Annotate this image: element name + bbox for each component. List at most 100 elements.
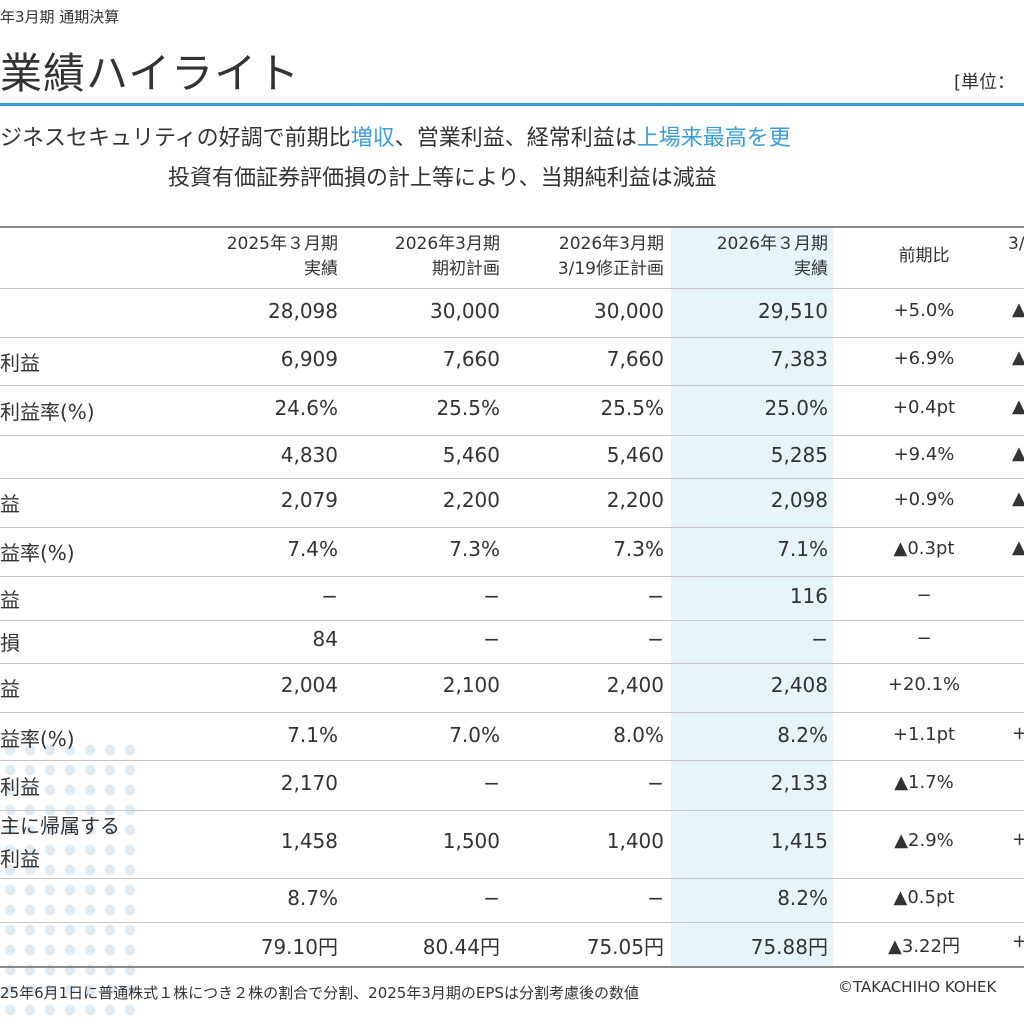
row-label: 益 — [0, 677, 20, 701]
table-cell: 1,400 — [606, 829, 664, 853]
column-header-5: 前期比 — [864, 244, 984, 269]
headline-line-2: 投資有価証券評価損の計上等により、当期純利益は減益 — [168, 166, 717, 191]
row-label-line2: 利益 — [0, 847, 40, 871]
table-cell: 2,400 — [606, 673, 664, 697]
table-cell: ▲ — [1012, 396, 1024, 417]
table-cell: − — [647, 627, 664, 651]
column-header-line2: 実績 — [794, 259, 828, 279]
table-cell: 5,460 — [606, 443, 664, 467]
table-cell: ▲0.3pt — [893, 538, 955, 559]
table-cell: 7.3% — [613, 537, 664, 561]
table-cell: 5,460 — [442, 443, 500, 467]
table-cell: +1.1pt — [892, 724, 956, 745]
table-cell: + — [1012, 829, 1024, 850]
table-cell: 2,200 — [606, 488, 664, 512]
table-cell: 25.5% — [436, 396, 500, 420]
table-cell: 2,100 — [442, 673, 500, 697]
table-cell: 28,098 — [268, 299, 338, 323]
table-cell: ▲3.22円 — [888, 936, 960, 957]
table-cell: 4,830 — [280, 443, 338, 467]
table-cell: 2,004 — [280, 673, 338, 697]
table-cell: − — [811, 627, 828, 651]
column-header-2: 2026年3月期 期初計画 — [395, 232, 500, 282]
column-header-line1: 3/ — [1008, 234, 1024, 254]
row-divider — [0, 527, 1024, 528]
highlight-column-current-actual — [671, 228, 833, 968]
table-cell: − — [916, 628, 932, 649]
row-label: 主に帰属する — [0, 814, 120, 838]
table-cell: − — [483, 886, 500, 910]
table-cell: ▲ — [1012, 488, 1024, 509]
table-cell: ▲1.7% — [894, 772, 954, 793]
headline-highlight-revenue: 増収 — [350, 126, 395, 151]
row-divider — [0, 760, 1024, 761]
row-label: 益 — [0, 588, 20, 612]
row-divider — [0, 478, 1024, 479]
table-cell: 75.88円 — [750, 935, 828, 959]
row-divider — [0, 712, 1024, 713]
row-divider — [0, 576, 1024, 577]
table-cell: 6,909 — [280, 347, 338, 371]
table-cell: − — [647, 886, 664, 910]
table-cell: ▲2.9% — [894, 830, 954, 851]
column-header-line1: 2026年３月期 — [716, 234, 828, 254]
table-cell: ▲ — [1012, 537, 1024, 558]
unit-label: [単位： — [954, 72, 1016, 93]
table-cell: 29,510 — [758, 299, 828, 323]
table-cell: 79.10円 — [260, 935, 338, 959]
column-header-line2: 3/19修正計画 — [557, 259, 664, 279]
table-cell: 8.0% — [613, 723, 664, 747]
table-cell: 75.05円 — [586, 935, 664, 959]
table-cell: 8.2% — [777, 886, 828, 910]
table-cell: +0.9% — [893, 489, 955, 510]
column-header-line2: 期初計画 — [432, 259, 500, 279]
table-cell: 7,660 — [442, 347, 500, 371]
row-divider — [0, 878, 1024, 879]
table-cell: − — [483, 627, 500, 651]
headline-part: 、営業利益、経常利益は — [394, 126, 637, 151]
column-header-line1: 2025年３月期 — [226, 234, 338, 254]
column-header-line1: 2026年3月期 — [558, 234, 664, 254]
column-header-1: 2025年３月期実績 — [227, 232, 338, 282]
row-label: 益率(%) — [0, 727, 75, 751]
column-header-line1: 前期比 — [898, 246, 950, 266]
table-cell: +0.4pt — [892, 397, 956, 418]
table-cell: ▲ — [1012, 443, 1024, 464]
row-divider — [0, 620, 1024, 621]
table-cell: 1,458 — [280, 829, 338, 853]
column-header-line2: 実績 — [304, 259, 338, 279]
table-cell: +9.4% — [893, 444, 955, 465]
table-cell: 7,660 — [606, 347, 664, 371]
table-cell: − — [647, 771, 664, 795]
table-cell: 116 — [789, 584, 828, 608]
headline-part: ジネスセキュリティの好調で前期比 — [0, 126, 351, 151]
column-header-4: 2026年３月期実績 — [717, 232, 828, 282]
table-cell: 2,170 — [280, 771, 338, 795]
table-cell: +20.1% — [887, 674, 961, 695]
row-label: 利益 — [0, 775, 40, 799]
table-cell: 7.1% — [287, 723, 338, 747]
table-bottom-rule — [0, 966, 1024, 968]
table-cell: − — [483, 584, 500, 608]
copyright: ©TAKACHIHO KOHEK — [838, 978, 997, 996]
row-divider — [0, 385, 1024, 386]
row-label: 損 — [0, 631, 20, 655]
row-divider — [0, 288, 1024, 289]
table-cell: 2,200 — [442, 488, 500, 512]
table-cell: 80.44円 — [422, 935, 500, 959]
table-cell: 7.1% — [777, 537, 828, 561]
table-cell: 24.6% — [274, 396, 338, 420]
table-cell: − — [916, 585, 932, 606]
row-divider — [0, 663, 1024, 664]
table-cell: 25.5% — [600, 396, 664, 420]
table-cell: +6.9% — [893, 348, 955, 369]
row-label: 益率(%) — [0, 541, 75, 565]
table-cell: 5,285 — [770, 443, 828, 467]
table-cell: 84 — [312, 627, 338, 651]
table-cell: 2,408 — [770, 673, 828, 697]
row-label: 利益率(%) — [0, 400, 95, 424]
page-title: 業績ハイライト — [0, 49, 301, 98]
fiscal-period-label: 年3月期 通期決算 — [0, 8, 120, 26]
table-cell: − — [321, 584, 338, 608]
table-cell: 8.7% — [287, 886, 338, 910]
